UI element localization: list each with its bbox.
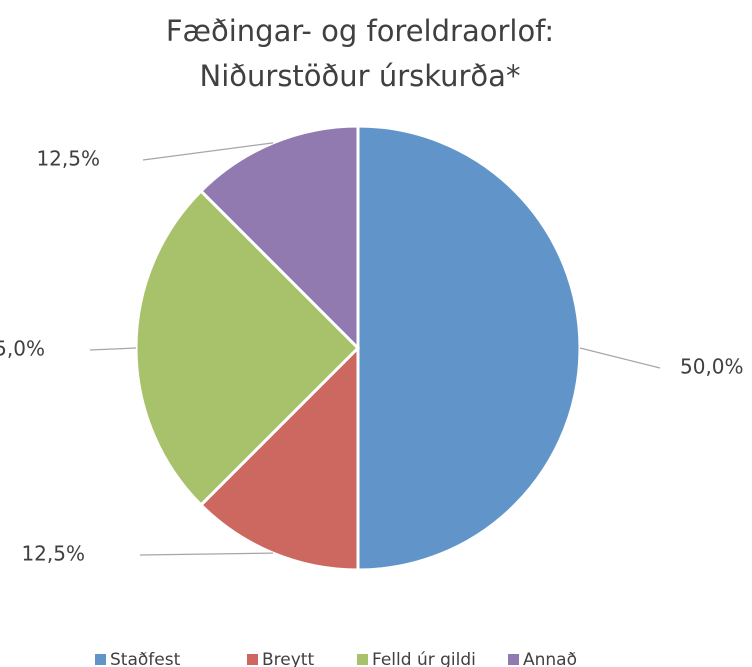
leader-line — [139, 552, 274, 556]
chart-title-line: Fæðingar- og foreldraorlof: — [166, 14, 554, 48]
pie-slice — [198, 124, 360, 352]
pie-slice — [134, 188, 361, 508]
data-label: 25,0% — [0, 337, 45, 361]
leader-line — [579, 347, 661, 369]
legend-swatch — [95, 654, 106, 665]
data-label: 12,5% — [36, 147, 100, 171]
legend-swatch — [247, 654, 258, 665]
data-label: 50,0% — [680, 355, 744, 379]
leader-line — [89, 347, 137, 351]
legend-swatch — [357, 654, 368, 665]
legend-label: Staðfest — [110, 650, 181, 667]
pie-slice — [198, 344, 360, 572]
data-label: 12,5% — [21, 542, 85, 566]
pie-slice — [356, 124, 582, 572]
chart-title-line: Niðurstöður úrskurða* — [200, 59, 521, 93]
legend-label: Felld úr gildi — [372, 650, 476, 667]
legend-swatch — [508, 654, 519, 665]
legend-label: Annað — [523, 650, 577, 667]
legend-label: Breytt — [262, 650, 314, 667]
leader-line — [142, 142, 274, 161]
